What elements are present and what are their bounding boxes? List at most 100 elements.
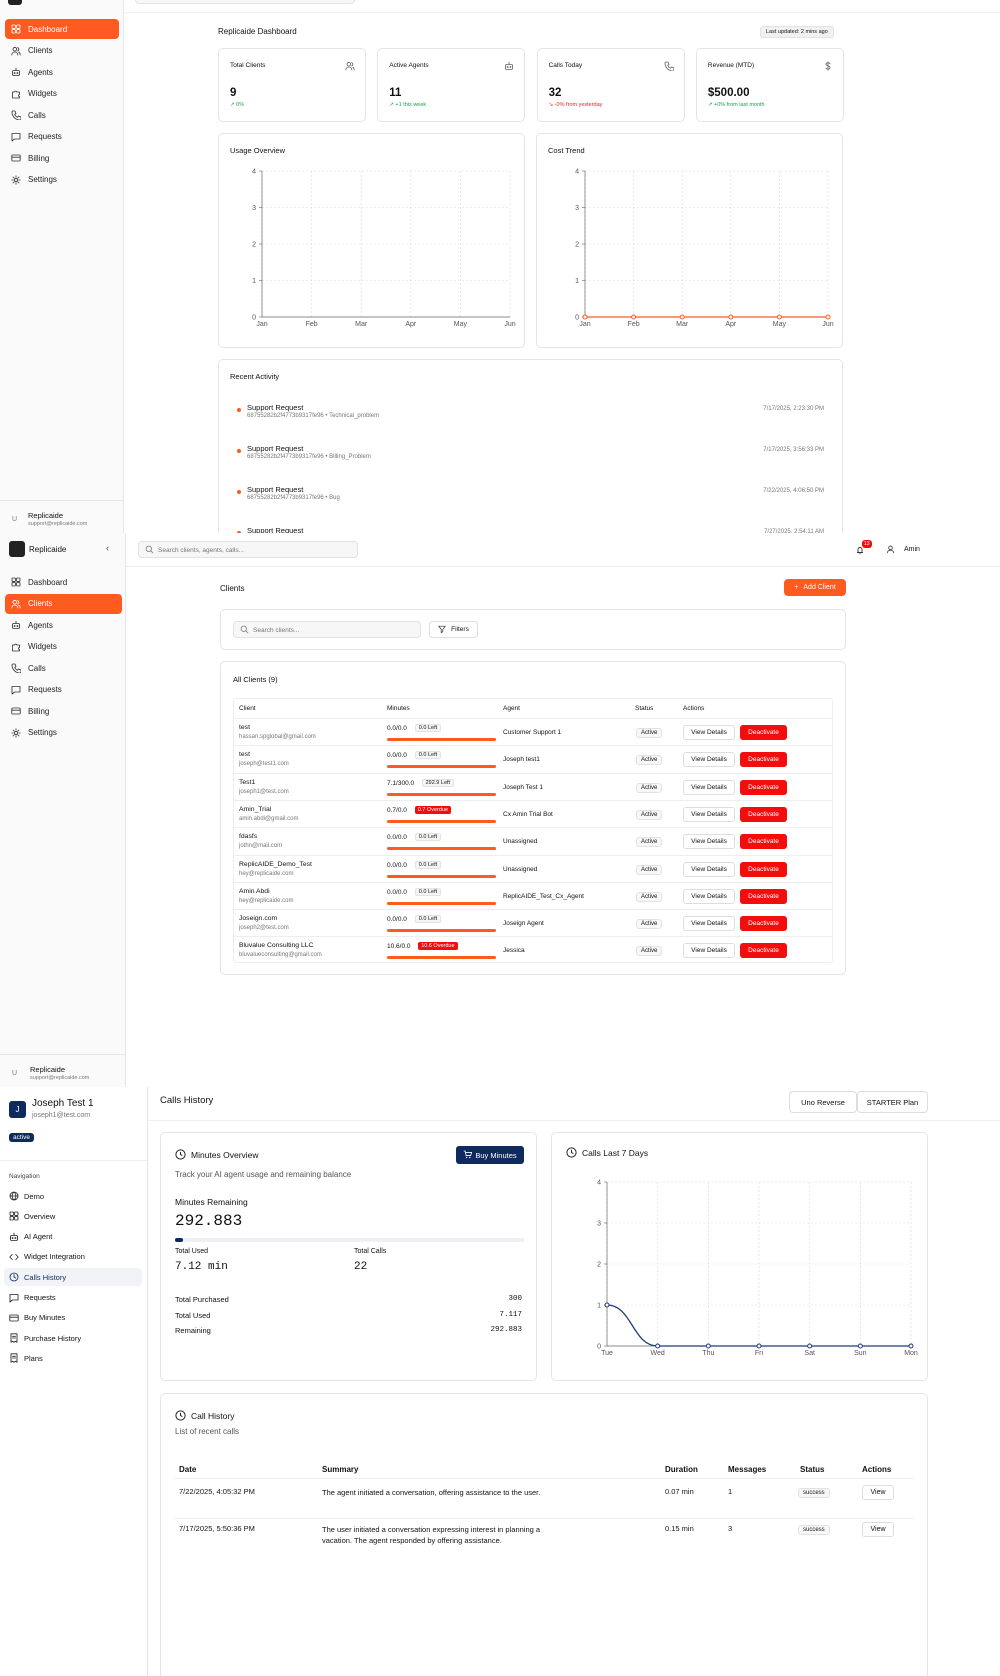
- usage-chart-xtick: Jun: [504, 321, 515, 328]
- sidebar-item-purchase-history[interactable]: Purchase History: [4, 1329, 142, 1347]
- puzzle-icon: [11, 642, 21, 652]
- table-row: fdasfs jothn@mail.com 0.0/0.0 0.0 Left Unass…: [234, 827, 832, 854]
- summary-label: Total Used: [175, 1310, 211, 1320]
- sidebar-item-calls[interactable]: Calls: [5, 105, 119, 125]
- minutes-bar: [387, 819, 496, 823]
- usage-overview-card: Usage Overview 0 1 2 3 4 Jan Feb Mar Apr May Jun: [218, 133, 525, 348]
- deactivate-button[interactable]: Deactivate: [740, 779, 787, 795]
- deactivate-button[interactable]: Deactivate: [740, 943, 787, 959]
- client-search-input[interactable]: [253, 624, 413, 636]
- calls7-chart-point: [756, 1343, 762, 1349]
- users-icon: [11, 599, 21, 609]
- sidebar-item-clients[interactable]: Clients: [5, 593, 122, 614]
- view-details-button[interactable]: View Details: [683, 888, 735, 904]
- minutes-subtitle: Track your AI agent usage and remaining …: [175, 1170, 352, 1179]
- activity-item[interactable]: Support Request 7/27/2025, 2:54:11 AM: [219, 524, 842, 533]
- global-search-input[interactable]: [158, 544, 348, 556]
- stat-trend: ↗ +1 this week: [389, 102, 427, 108]
- sidebar-item-widget-integration[interactable]: Widget Integration: [4, 1248, 142, 1266]
- sidebar: Replicaide ‹ Dashboard Clients Agents Widge…: [0, 533, 126, 1087]
- sidebar-item-dashboard[interactable]: Dashboard: [5, 572, 122, 592]
- remaining-value: 292.883: [175, 1212, 243, 1230]
- clock-icon: [566, 1147, 577, 1160]
- status-badge: active: [9, 1133, 34, 1142]
- status-badge: Active: [636, 755, 663, 766]
- sidebar-user[interactable]: U Replicaide support@replicaide.com: [0, 1054, 125, 1087]
- usage-chart-ytick: 2: [252, 242, 256, 249]
- minutes-bar: [387, 792, 496, 796]
- view-details-button[interactable]: View Details: [683, 806, 735, 822]
- top-bar: 13 Amin: [126, 533, 1000, 567]
- sidebar-item-calls[interactable]: Calls: [5, 658, 122, 678]
- sidebar-item-clients[interactable]: Clients: [5, 41, 119, 61]
- sidebar-item-requests[interactable]: Requests: [5, 127, 119, 147]
- view-details-button[interactable]: View Details: [683, 834, 735, 850]
- bell-icon[interactable]: [855, 545, 865, 557]
- calls7-chart-xtick: Fri: [755, 1350, 764, 1357]
- table-row: Bluvalue Consulting LLC bluvalueconsultin…: [234, 936, 832, 963]
- sidebar-item-settings[interactable]: Settings: [5, 170, 119, 190]
- sidebar-item-requests[interactable]: Requests: [4, 1289, 142, 1307]
- starter-plan-button[interactable]: STARTER Plan: [857, 1091, 928, 1113]
- add-client-button[interactable]: + Add Client: [784, 579, 846, 596]
- deactivate-button[interactable]: Deactivate: [740, 725, 787, 740]
- deactivate-button[interactable]: Deactivate: [740, 916, 787, 932]
- deactivate-button[interactable]: Deactivate: [740, 752, 787, 768]
- buy-minutes-button[interactable]: Buy Minutes: [456, 1146, 524, 1164]
- sidebar-item-buy-minutes[interactable]: Buy Minutes: [4, 1309, 142, 1327]
- sidebar-item-billing[interactable]: Billing: [5, 701, 122, 721]
- view-details-button[interactable]: View Details: [683, 752, 735, 768]
- activity-title: Support Request: [247, 485, 304, 494]
- calls7-chart-xtick: Wed: [651, 1350, 665, 1357]
- sidebar-item-calls-history[interactable]: Calls History: [4, 1268, 142, 1287]
- table-row: Amin Abdi hey@replicaide.com 0.0/0.0 0.0 Le…: [234, 881, 832, 909]
- sidebar-item-overview[interactable]: Overview: [4, 1207, 142, 1225]
- user-avatar: U: [12, 1070, 18, 1077]
- sidebar-item-widgets[interactable]: Widgets: [5, 84, 119, 104]
- view-call-button[interactable]: View: [862, 1485, 894, 1500]
- minutes-bar: [387, 765, 496, 769]
- uno-reverse-button[interactable]: Uno Reverse: [789, 1091, 857, 1113]
- view-details-button[interactable]: View Details: [683, 916, 735, 932]
- sidebar-item-widgets[interactable]: Widgets: [5, 637, 122, 657]
- sidebar-item-agents[interactable]: Agents: [5, 615, 122, 635]
- sidebar-item-demo[interactable]: Demo: [4, 1187, 142, 1205]
- minutes-left-badge: 0.0 Left: [414, 915, 442, 924]
- global-search[interactable]: [138, 541, 358, 558]
- buy-minutes-label: Buy Minutes: [475, 1150, 517, 1160]
- user-name: Replicaide: [28, 511, 64, 520]
- nav-heading: Navigation: [9, 1173, 40, 1180]
- filters-button[interactable]: Filters: [429, 621, 478, 638]
- sidebar-user[interactable]: U Replicaide support@replicaide.com: [0, 500, 123, 533]
- activity-item[interactable]: Support Request 68755282b2f4773b9317fe96 …: [219, 483, 842, 513]
- deactivate-button[interactable]: Deactivate: [740, 861, 787, 877]
- sidebar-item-requests[interactable]: Requests: [5, 680, 122, 700]
- sidebar-item-ai-agent[interactable]: AI Agent: [4, 1228, 142, 1246]
- sidebar-item-dashboard[interactable]: Dashboard: [5, 19, 119, 39]
- call-date: 7/17/2025, 5:50:36 PM: [179, 1524, 255, 1533]
- collapse-sidebar-icon[interactable]: ‹: [106, 543, 109, 553]
- sidebar-item-billing[interactable]: Billing: [5, 148, 119, 168]
- view-details-button[interactable]: View Details: [683, 943, 735, 959]
- view-details-button[interactable]: View Details: [683, 861, 735, 877]
- deactivate-button[interactable]: Deactivate: [740, 834, 787, 850]
- sidebar-item-agents[interactable]: Agents: [5, 62, 119, 82]
- client-search[interactable]: [233, 621, 421, 638]
- sidebar-item-plans[interactable]: Plans: [4, 1349, 142, 1367]
- call-messages: 3: [728, 1524, 733, 1533]
- user-menu[interactable]: Amin: [881, 543, 941, 557]
- sidebar-item-settings[interactable]: Settings: [5, 723, 122, 743]
- clients-table-header: Client Minutes Agent Status Actions: [234, 699, 832, 718]
- activity-title: Support Request: [247, 403, 304, 412]
- activity-item[interactable]: Support Request 68755282b2f4773b9317fe96 …: [219, 442, 842, 472]
- top-search-bar[interactable]: [135, 0, 355, 4]
- deactivate-button[interactable]: Deactivate: [740, 806, 787, 822]
- cost-chart-xtick: Feb: [628, 321, 640, 328]
- col-summary: Summary: [322, 1465, 359, 1474]
- view-call-button[interactable]: View: [862, 1522, 894, 1537]
- call-history-table: Date Summary Duration Messages Status Ac…: [175, 1454, 913, 1676]
- view-details-button[interactable]: View Details: [683, 779, 735, 795]
- view-details-button[interactable]: View Details: [683, 725, 735, 740]
- deactivate-button[interactable]: Deactivate: [740, 888, 787, 904]
- activity-item[interactable]: Support Request 68755282b2f4773b9317fe96 …: [219, 401, 842, 431]
